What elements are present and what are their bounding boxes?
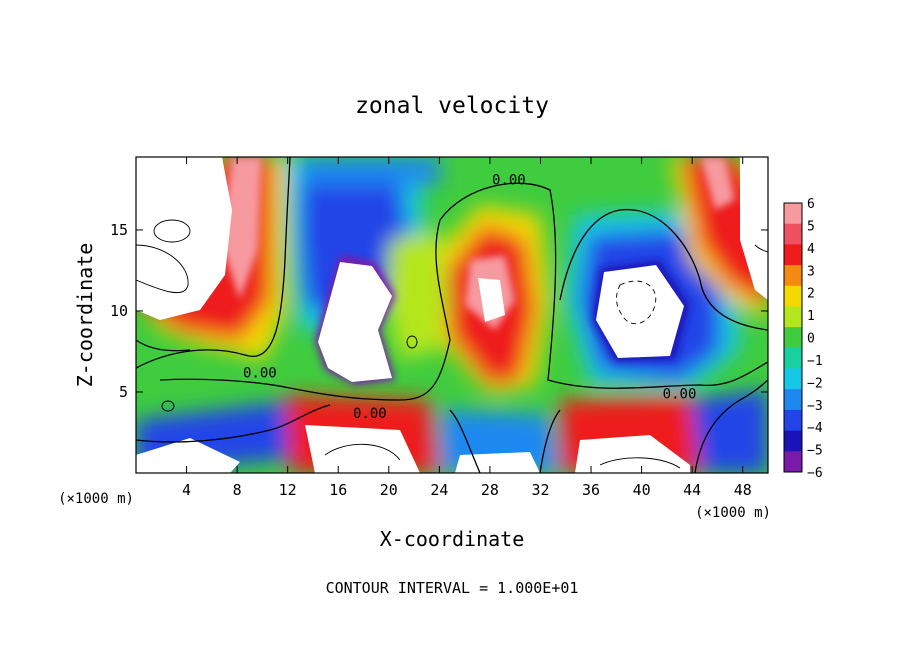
- y-tick-label: 10: [110, 302, 128, 320]
- contour-label: 0.00: [243, 366, 277, 382]
- colorbar-swatch: [784, 389, 802, 411]
- colorbar-swatch: [784, 244, 802, 266]
- x-tick-label: 24: [430, 481, 448, 499]
- colorbar-swatch: [784, 409, 802, 432]
- x-axis-label: X-coordinate: [380, 527, 525, 551]
- colorbar-swatch: [784, 306, 802, 328]
- colorbar-swatch: [784, 430, 802, 452]
- colorbar-tick-label: −5: [807, 444, 823, 459]
- colorbar-tick-label: −1: [807, 354, 823, 369]
- colorbar-tick-label: 2: [807, 287, 815, 302]
- x-tick-label: 44: [683, 481, 701, 499]
- colorbar-tick-label: −6: [807, 466, 823, 481]
- x-tick-label: 40: [633, 481, 651, 499]
- colorbar-tick-label: 0: [807, 332, 815, 347]
- colorbar-tick-label: −2: [807, 376, 823, 391]
- y-axis-label: Z-coordinate: [73, 243, 97, 388]
- x-tick-label: 8: [233, 481, 242, 499]
- colorbar-tick-label: −3: [807, 399, 823, 414]
- colorbar-swatch: [784, 347, 802, 370]
- x-tick-label: 48: [734, 481, 752, 499]
- plot-area: [136, 157, 768, 473]
- contour-label: 0.00: [353, 406, 387, 422]
- y-axis: 5 10 15: [110, 221, 768, 401]
- colorbar-swatch: [784, 203, 802, 225]
- colorbar-tick-label: 4: [807, 242, 815, 257]
- colorbar-tick-label: 6: [807, 197, 815, 212]
- x-axis: 4 8 12 16 20 24 28 32 36 40 44 48: [182, 157, 752, 499]
- plot-frame: [135, 156, 769, 474]
- colorbar-swatch: [784, 368, 802, 390]
- x-tick-label: 4: [182, 481, 191, 499]
- contour-labels: 0.00 0.00 0.00 0.00: [243, 173, 696, 422]
- colorbar-swatch: [784, 327, 802, 349]
- colorbar-swatch: [784, 451, 802, 473]
- colorbar-swatch: [784, 265, 802, 287]
- x-tick-label: 16: [329, 481, 347, 499]
- chart-title: zonal velocity: [355, 93, 549, 119]
- colorbar-swatch: [784, 223, 802, 245]
- y-tick-label: 15: [110, 221, 128, 239]
- y-tick-label: 5: [119, 383, 128, 401]
- colorbar: 6 5 4 3 2 1 0 −1 −2 −3 −4 −5 −6: [783, 197, 823, 481]
- x-tick-label: 28: [481, 481, 499, 499]
- x-tick-label: 20: [380, 481, 398, 499]
- colorbar-tick-label: −4: [807, 421, 823, 436]
- contour-interval-note: CONTOUR INTERVAL = 1.000E+01: [326, 579, 579, 597]
- x-tick-label: 36: [582, 481, 600, 499]
- colorbar-swatch: [784, 285, 802, 307]
- colorbar-tick-label: 5: [807, 219, 815, 234]
- contour-label: 0.00: [492, 173, 526, 189]
- x-units-label: (×1000 m): [695, 505, 771, 521]
- x-tick-label: 12: [279, 481, 297, 499]
- contour-label: 0.00: [663, 387, 697, 403]
- colorbar-frame: [783, 202, 803, 473]
- colorbar-tick-label: 3: [807, 264, 815, 279]
- z-units-label: (×1000 m): [58, 491, 134, 507]
- x-tick-label: 32: [531, 481, 549, 499]
- colorbar-tick-label: 1: [807, 309, 815, 324]
